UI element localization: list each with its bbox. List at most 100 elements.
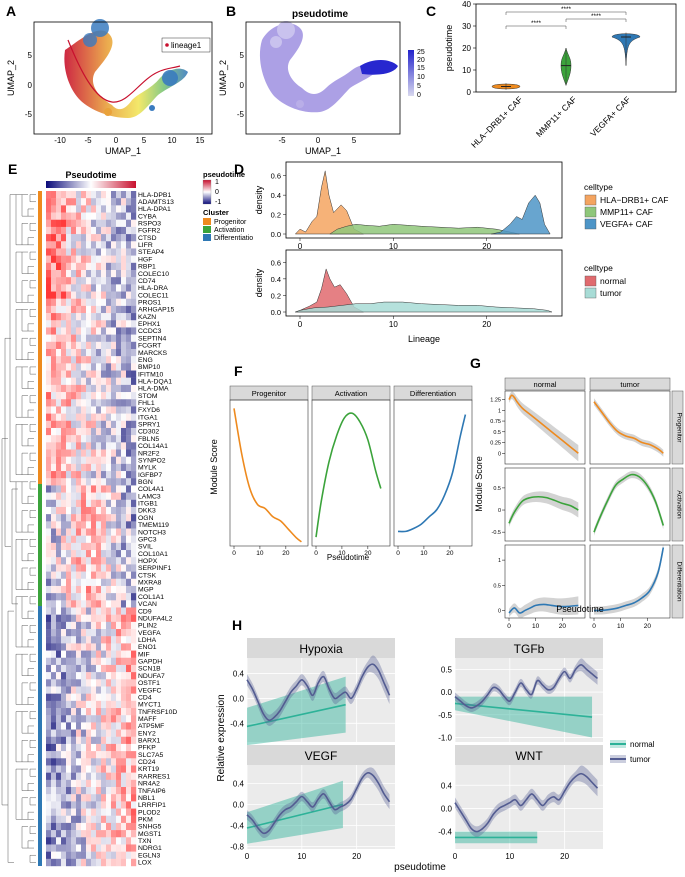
- panel-e-heat-cell: [51, 205, 57, 213]
- panel-e-heat-cell: [86, 614, 92, 623]
- panel-e-heat-cell: [101, 255, 107, 264]
- panel-g-line-normal-differentiation: [508, 603, 579, 614]
- panel-e-heat-cell: [96, 629, 102, 637]
- panel-e-heat-cell: [81, 679, 87, 687]
- panel-e-heat-cell: [121, 571, 127, 579]
- panel-e-heat-cell: [91, 743, 97, 752]
- panel-e-heat-cell: [61, 593, 67, 601]
- panel-e-heat-cell: [51, 298, 57, 307]
- panel-e-heat-cell: [86, 506, 92, 515]
- panel-e-heat-cell: [126, 478, 132, 486]
- panel-e-heat-cell: [121, 370, 127, 378]
- panel-e-heat-cell: [106, 356, 112, 364]
- panel-e-heat-cell: [121, 427, 127, 436]
- panel-e-heat-cell: [111, 557, 117, 565]
- dendro-leaf: [29, 682, 36, 691]
- panel-e-heat-cell: [106, 377, 112, 386]
- panel-e-heat-cell: [126, 248, 132, 256]
- panel-e-heat-cell: [66, 643, 72, 651]
- panel-g-frame: [504, 467, 586, 542]
- panel-e-heat-cell: [66, 449, 72, 457]
- panel-e-heat-cell: [116, 607, 122, 615]
- panel-e-heat-cell: [81, 557, 87, 565]
- panel-e-heat-cell: [81, 593, 87, 601]
- panel-e-heat-cell: [71, 650, 77, 658]
- panel-e-heat-cell: [66, 198, 72, 206]
- panel-e-heat-cell: [71, 621, 77, 630]
- panel-e-heat-cell: [71, 700, 77, 709]
- panel-e-heat-cell: [56, 205, 62, 213]
- panel-e-heat-cell: [111, 844, 117, 852]
- panel-e-heat-cell: [126, 614, 132, 623]
- panel-f-xtick-label: 0: [396, 550, 400, 557]
- panel-e-heat-cell: [116, 772, 122, 781]
- dendro-leaf: [27, 697, 34, 705]
- panel-e-heat-cell: [51, 478, 57, 486]
- panel-e-heat-cell: [116, 406, 122, 414]
- panel-e-heat-cell: [106, 413, 112, 421]
- panel-e-heat-cell: [96, 420, 102, 429]
- panel-e-heat-cell: [86, 585, 92, 594]
- panel-e-heat-cell: [86, 693, 92, 702]
- gene-label-slc7a5: SLC7A5: [138, 752, 164, 759]
- panel-e-heat-cell: [96, 708, 102, 716]
- panel-h: H Hypoxia-0.40.00.4TGFb-1.0-0.50.00.5VEG…: [216, 617, 655, 873]
- panel-e-heat-cell: [131, 715, 137, 723]
- panel-e-heat-cell: [116, 837, 122, 845]
- panel-e-heat-cell: [116, 198, 122, 206]
- panel-e-heat-cell: [91, 384, 97, 393]
- panel-e-heat-cell: [86, 356, 92, 364]
- dendro-leaf: [29, 797, 36, 806]
- panel-e-heat-cell: [51, 736, 57, 745]
- panel-e-heat-cell: [71, 277, 77, 285]
- panel-e-heat-cell: [106, 600, 112, 608]
- panel-e-heat-cell: [91, 435, 97, 443]
- panel-e-heat-cell: [66, 585, 72, 594]
- panel-e-heat-cell: [91, 808, 97, 816]
- panel-e-heat-cell: [111, 593, 117, 601]
- panel-e-heat-cell: [66, 413, 72, 421]
- panel-e-heat-cell: [81, 550, 87, 558]
- panel-e-heat-cell: [61, 356, 67, 364]
- panel-e-heat-cell: [76, 420, 82, 429]
- panel-e-heat-cell: [126, 743, 132, 752]
- panel-e-heat-cell: [56, 736, 62, 745]
- panel-e-heat-cell: [81, 255, 87, 264]
- panel-g-col-label-tumor: tumor: [620, 380, 640, 389]
- panel-e-heat-cell: [86, 808, 92, 816]
- gene-label-synpo2: SYNPO2: [138, 457, 166, 464]
- panel-e-heat-cell: [86, 858, 92, 867]
- panel-e-heat-cell: [86, 751, 92, 759]
- panel-e-heat-cell: [91, 801, 97, 809]
- panel-e-heat-cell: [106, 485, 112, 493]
- panel-e-heat-cell: [56, 664, 62, 673]
- panel-e-heat-cell: [106, 198, 112, 206]
- panel-e-heat-cell: [46, 700, 52, 709]
- panel-e-heat-cell: [61, 241, 67, 249]
- gene-label-egln3: EGLN3: [138, 852, 161, 859]
- panel-e-heat-cell: [106, 643, 112, 651]
- dendro-leaf: [29, 740, 36, 748]
- panel-e-heat-cell: [56, 456, 62, 465]
- panel-e-heat-cell: [61, 348, 67, 357]
- panel-e-heat-cell: [121, 226, 127, 235]
- panel-e-heat-cell: [126, 679, 132, 687]
- panel-e-heat-cell: [101, 779, 107, 788]
- panel-e-heat-cell: [51, 542, 57, 551]
- panel-e-heat-cell: [66, 320, 72, 328]
- panel-e-heat-cell: [121, 363, 127, 371]
- panel-c-ytick-label: 20: [462, 44, 471, 53]
- panel-e-heat-cell: [51, 593, 57, 601]
- panel-e-heat-cell: [116, 751, 122, 759]
- panel-e-heat-cell: [106, 427, 112, 436]
- panel-h-strip: [455, 638, 603, 658]
- panel-f-xtick-label: 10: [256, 550, 264, 557]
- panel-e-heat-cell: [101, 463, 107, 472]
- panel-e-heat-cell: [121, 679, 127, 687]
- panel-e-heat-cell: [91, 794, 97, 802]
- panel-e-heat-cell: [126, 492, 132, 500]
- panel-e-heat-cell: [71, 657, 77, 666]
- dendro-leaf: [29, 452, 36, 461]
- panel-e-heat-cell: [51, 262, 57, 271]
